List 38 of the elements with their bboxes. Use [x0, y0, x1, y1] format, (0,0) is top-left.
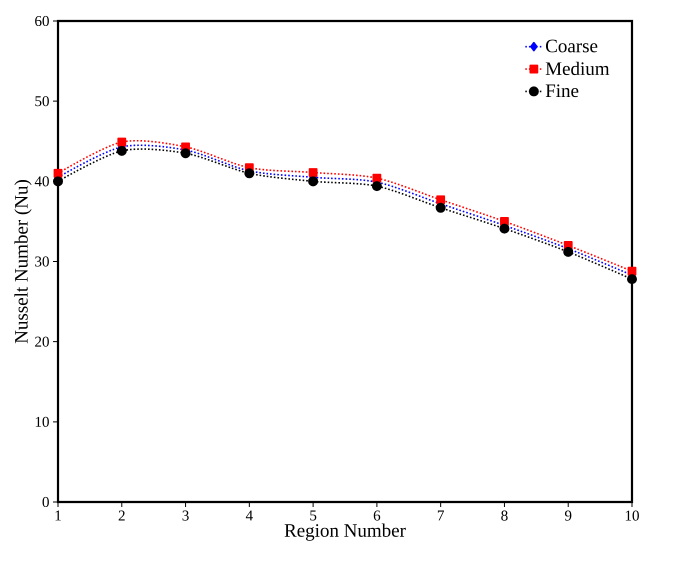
y-tick-label: 30 [35, 256, 49, 267]
x-tick-label: 10 [626, 510, 639, 521]
point [499, 224, 510, 234]
y-tick-label: 10 [36, 416, 49, 427]
point [308, 176, 318, 186]
y-tick-label: 20 [35, 336, 49, 347]
point [563, 246, 574, 257]
point [372, 174, 382, 183]
x-tick-label: 3 [182, 510, 189, 521]
point [308, 168, 318, 177]
y-tick-label: 50 [35, 96, 49, 106]
x-tick-label: 6 [374, 510, 380, 521]
y-tick-label: 60 [35, 16, 49, 26]
y-tick-label: 40 [34, 176, 49, 186]
point [436, 195, 446, 204]
x-tick-label: 1 [56, 510, 61, 520]
x-tick-label: 9 [564, 510, 572, 521]
point [54, 168, 62, 178]
point [626, 274, 637, 284]
point [180, 148, 191, 158]
y-tick-label: 0 [42, 496, 49, 508]
point [436, 202, 446, 213]
point [628, 266, 636, 276]
point [53, 176, 64, 186]
x-tick-label: 5 [310, 510, 316, 520]
legend-label: Fine [546, 84, 578, 98]
x-tick-label: 4 [246, 510, 253, 520]
point [117, 138, 126, 146]
point [116, 146, 127, 156]
legend-label: Medium [546, 62, 610, 76]
y-axis-title: Nusselt Number (Nu) [14, 180, 32, 344]
x-tick-label: 2 [118, 510, 125, 520]
point [372, 181, 382, 192]
x-tick-label: 7 [438, 510, 444, 520]
legend-label: Coarse [546, 40, 598, 52]
x-axis-title: Region Number [284, 524, 406, 541]
point [244, 168, 254, 178]
x-tick-label: 8 [501, 510, 508, 521]
